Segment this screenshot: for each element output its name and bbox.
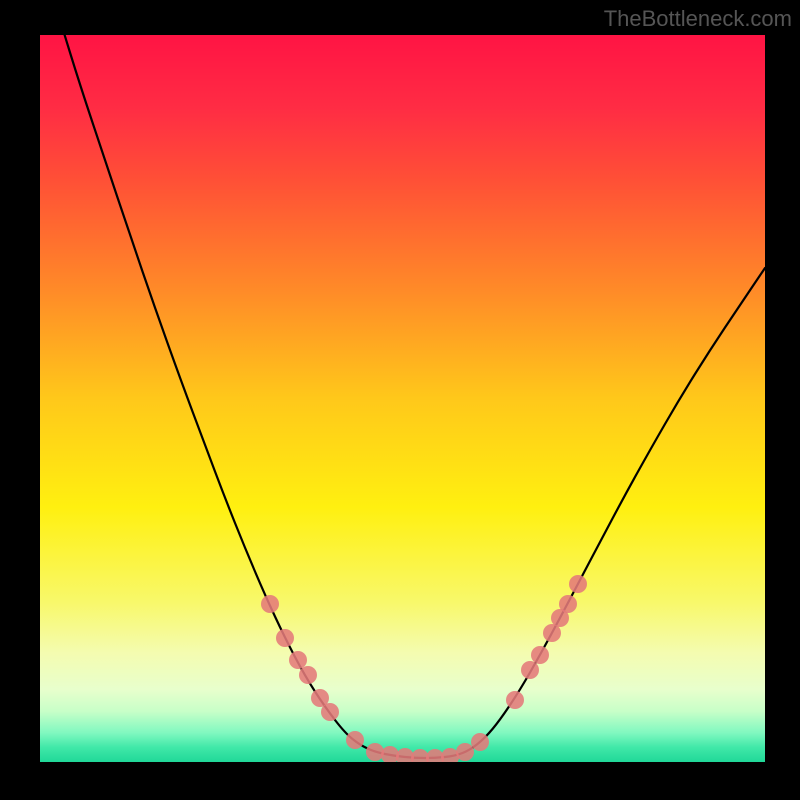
bottleneck-curve <box>60 35 765 758</box>
data-marker <box>521 661 539 679</box>
data-marker <box>276 629 294 647</box>
data-marker <box>471 733 489 751</box>
watermark-text: TheBottleneck.com <box>604 6 792 32</box>
data-marker <box>346 731 364 749</box>
data-marker <box>531 646 549 664</box>
data-marker <box>366 743 384 761</box>
data-marker <box>456 743 474 761</box>
data-marker <box>506 691 524 709</box>
data-marker <box>569 575 587 593</box>
data-marker <box>559 595 577 613</box>
data-marker <box>299 666 317 684</box>
data-marker <box>261 595 279 613</box>
data-marker <box>381 746 399 762</box>
data-marker <box>321 703 339 721</box>
chart-plot-area <box>40 35 765 762</box>
curve-layer <box>40 35 765 762</box>
data-marker <box>289 651 307 669</box>
